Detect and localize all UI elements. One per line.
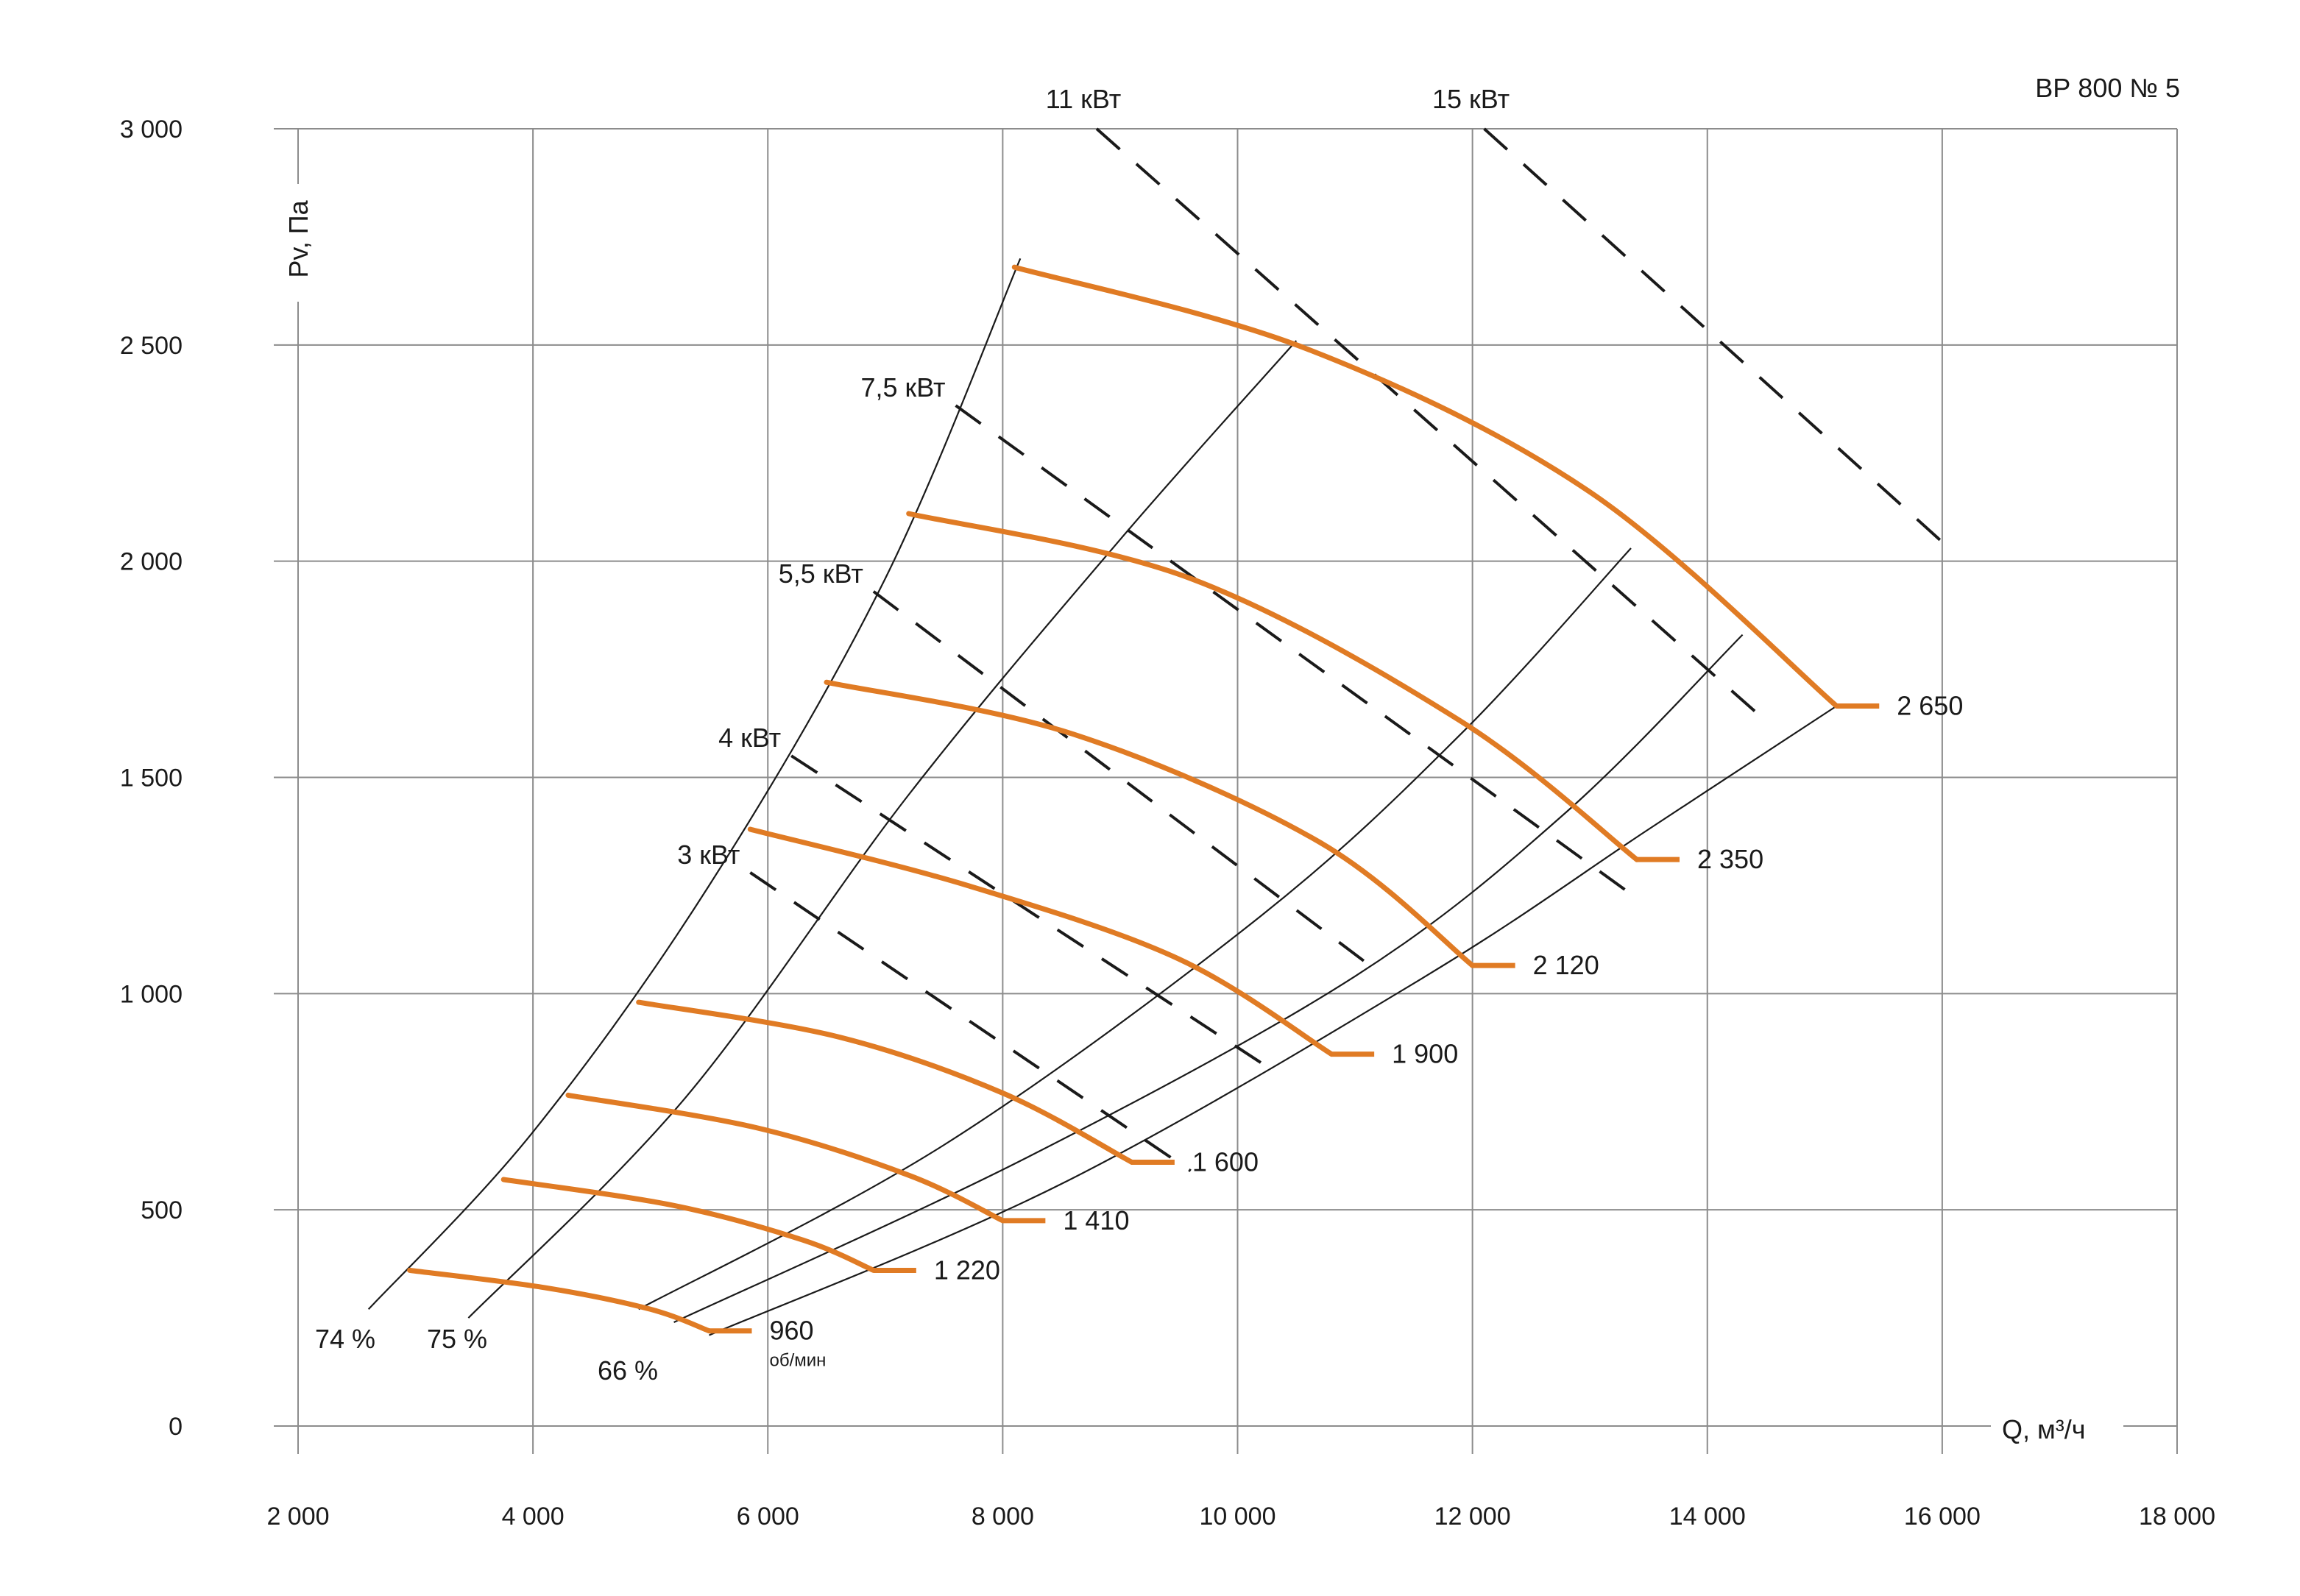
y-tick-label: 0 — [169, 1413, 183, 1441]
rpm-curve — [500, 1177, 877, 1273]
x-tick-label: 16 000 — [1904, 1503, 1981, 1531]
rpm-curve — [636, 999, 1135, 1165]
y-axis-label-bg — [281, 184, 318, 302]
rpm-curve — [565, 1092, 1005, 1224]
x-tick-label: 10 000 — [1200, 1503, 1276, 1531]
power-line — [1095, 127, 1767, 723]
efficiency-line — [709, 705, 1837, 1336]
grid — [274, 128, 2178, 1454]
power-label: 4 кВт — [718, 723, 781, 753]
power-lines: 3 кВт 4 кВт 5,5 кВт 7,5 кВт 11 кВт 15 кВт — [677, 84, 1956, 1172]
x-axis-label: Q, м³/ч — [2002, 1414, 2086, 1444]
power-line — [955, 404, 1627, 891]
power-label: 7,5 кВт — [860, 372, 945, 402]
efficiency-line — [367, 258, 1022, 1311]
efficiency-line — [673, 634, 1744, 1323]
rpm-unit-label: об/мин — [769, 1351, 826, 1371]
efficiency-lines: 74 % 75 % 66 % — [315, 258, 1837, 1386]
rpm-label: 1 410 — [1063, 1205, 1129, 1235]
x-tick-label: 18 000 — [2139, 1503, 2215, 1531]
chart-title: ВР 800 № 5 — [2035, 73, 2180, 103]
rpm-curves: 960 об/мин 1 220 1 410 1 600 1 900 2 120 2 350 2… — [407, 264, 1963, 1371]
power-line — [749, 871, 1192, 1172]
power-label: 5,5 кВт — [779, 558, 863, 589]
power-line — [872, 590, 1380, 973]
power-label: 3 кВт — [677, 840, 740, 870]
x-tick-label: 4 000 — [502, 1503, 565, 1531]
rpm-label: 2 350 — [1697, 844, 1763, 874]
y-tick-label: 1 000 — [120, 980, 183, 1008]
rpm-curve — [747, 826, 1334, 1057]
power-line — [1483, 127, 1956, 554]
rpm-label: 960 — [769, 1316, 813, 1346]
x-tick-label: 2 000 — [266, 1503, 329, 1531]
x-tick-label: 8 000 — [972, 1503, 1034, 1531]
y-axis-label: Pv, Па — [283, 199, 314, 277]
efficiency-label: 74 % — [315, 1324, 375, 1354]
x-tick-label: 6 000 — [737, 1503, 799, 1531]
rpm-label: 1 900 — [1392, 1039, 1458, 1069]
rpm-label: 1 220 — [934, 1255, 1000, 1285]
y-tick-label: 500 — [141, 1196, 183, 1224]
rpm-label: 2 650 — [1897, 691, 1963, 721]
rpm-label: 1 600 — [1192, 1147, 1259, 1177]
power-line — [790, 754, 1262, 1065]
power-label: 15 кВт — [1432, 84, 1510, 114]
efficiency-line — [467, 340, 1298, 1319]
x-axis-label-bg — [1991, 1411, 2123, 1448]
rpm-curve — [1011, 264, 1839, 709]
tick-labels: 2 000 4 000 6 000 8 000 10 000 12 000 14 000 16… — [120, 116, 2215, 1531]
y-tick-label: 2 500 — [120, 332, 183, 360]
power-label: 11 кВт — [1046, 84, 1121, 114]
efficiency-label: 66 % — [598, 1355, 658, 1386]
efficiency-label: 75 % — [427, 1324, 487, 1354]
rpm-curve — [824, 679, 1476, 968]
y-tick-label: 1 500 — [120, 765, 183, 792]
rpm-curve — [906, 511, 1640, 862]
y-tick-label: 2 000 — [120, 548, 183, 576]
y-tick-label: 3 000 — [120, 116, 183, 143]
efficiency-line — [638, 547, 1632, 1311]
rpm-label: 2 120 — [1533, 950, 1599, 980]
x-tick-label: 12 000 — [1434, 1503, 1511, 1531]
rpm-curve — [407, 1267, 712, 1334]
x-tick-label: 14 000 — [1669, 1503, 1746, 1531]
